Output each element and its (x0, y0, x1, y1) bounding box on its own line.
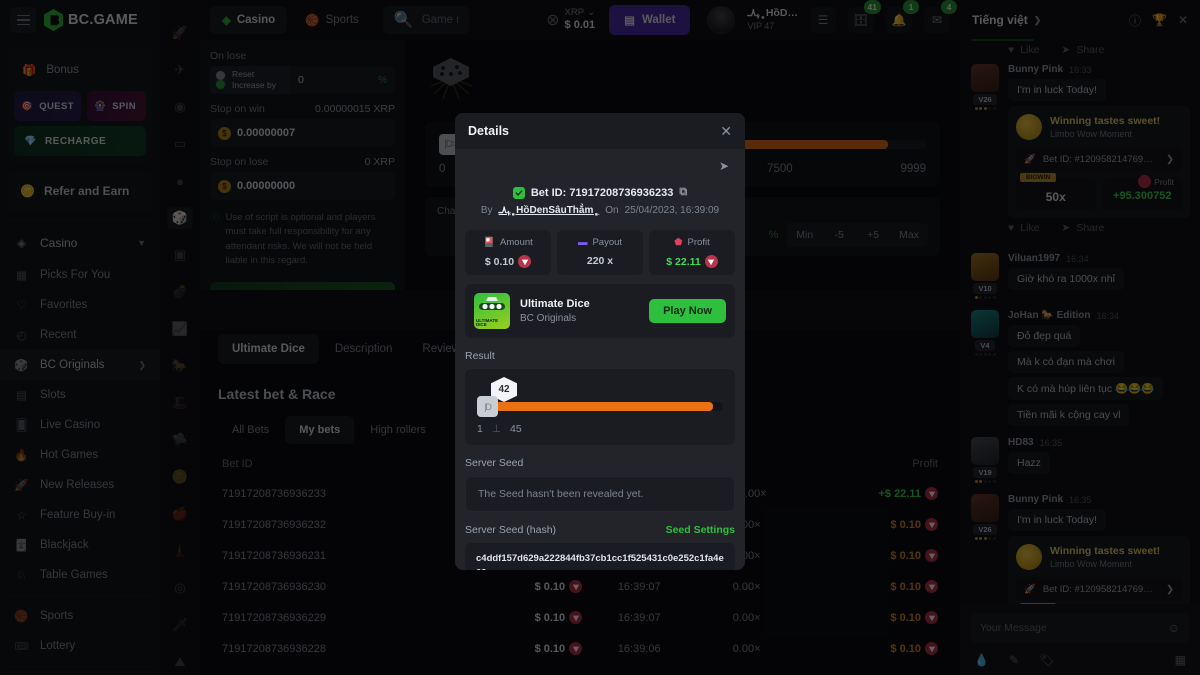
server-seed-value: The Seed hasn't been revealed yet. (478, 488, 644, 500)
game-name: Ultimate Dice (520, 298, 590, 310)
result-knob: |D (477, 396, 498, 417)
range-min: 1 (477, 423, 483, 435)
result-track: |D (477, 396, 723, 417)
game-thumb-label: ULTIMATE DICE (476, 317, 499, 328)
server-seed-box: The Seed hasn't been revealed yet. (465, 476, 735, 512)
server-seed-label: Server Seed (465, 457, 524, 469)
play-now-label: Play Now (663, 305, 712, 317)
stat-payout: ▬ Payout 220 x (557, 230, 643, 275)
server-seed-hash-label: Server Seed (hash) (465, 524, 557, 536)
bet-author-row: By ﮼ﮩ٨ـHồDenSâuThẳm﮼ On 25/04/2023, 16:3… (465, 205, 735, 216)
play-now-button[interactable]: Play Now (649, 299, 726, 323)
card-icon: ▬ (577, 237, 588, 248)
stat-profit: ⬟ Profit $ 22.11 (649, 230, 735, 275)
bet-date: 25/04/2023, 16:39:09 (624, 205, 720, 216)
chips-icon: 🎴 (483, 237, 496, 248)
bet-stats: 🎴 Amount $ 0.10 ▬ Payout 220 x ⬟ Profit … (465, 230, 735, 275)
seed-settings-link[interactable]: Seed Settings (665, 524, 735, 536)
server-seed-hash-value: c4ddf157d629a222844fb37cb1cc1f525431c0e2… (465, 543, 735, 570)
game-thumbnail[interactable]: ULTIMATE DICE (474, 293, 510, 329)
on-label: On (605, 205, 619, 216)
payout-value: 220 x (586, 255, 614, 267)
range-max: 45 (510, 423, 522, 435)
profit-icon: ⬟ (674, 237, 683, 248)
xrp-token-icon (704, 255, 718, 268)
server-seed-label-row: Server Seed (465, 457, 735, 469)
modal-header: Details ✕ (455, 113, 745, 149)
server-seed-hash-label-row: Server Seed (hash) Seed Settings (465, 524, 735, 536)
close-icon[interactable]: ✕ (720, 123, 732, 139)
modal-body: ➤ Bet ID: 71917208736936233 ⧉ By ﮼ﮩ٨ـHồD… (455, 149, 745, 570)
copy-icon[interactable]: ⧉ (679, 186, 688, 198)
bet-id-label: Bet ID: 71917208736936233 (530, 186, 674, 199)
amount-value: $ 0.10 (484, 255, 515, 268)
xrp-token-icon (518, 255, 532, 268)
bet-details-modal: Details ✕ ➤ Bet ID: 71917208736936233 ⧉ … (455, 113, 745, 570)
result-range: 1 ⊥ 45 (477, 423, 723, 435)
profit-value: $ 22.11 (666, 255, 701, 268)
result-label-row: Result (465, 350, 735, 362)
bet-id-row: Bet ID: 71917208736936233 ⧉ (465, 186, 735, 199)
result-label: Result (465, 350, 495, 362)
modal-title: Details (468, 124, 509, 138)
share-icon[interactable]: ➤ (718, 159, 729, 173)
verified-icon (512, 186, 525, 199)
game-card: ULTIMATE DICE Ultimate Dice BC Originals… (465, 284, 735, 338)
by-label: By (480, 205, 493, 216)
result-box: 42 |D 1 ⊥ 45 (465, 369, 735, 445)
game-provider: BC Originals (520, 313, 577, 324)
stat-amount: 🎴 Amount $ 0.10 (465, 230, 551, 275)
author-name[interactable]: ﮼ﮩ٨ـHồDenSâuThẳm﮼ (498, 205, 600, 216)
range-separator-icon: ⊥ (491, 423, 501, 435)
result-fill (495, 402, 713, 411)
